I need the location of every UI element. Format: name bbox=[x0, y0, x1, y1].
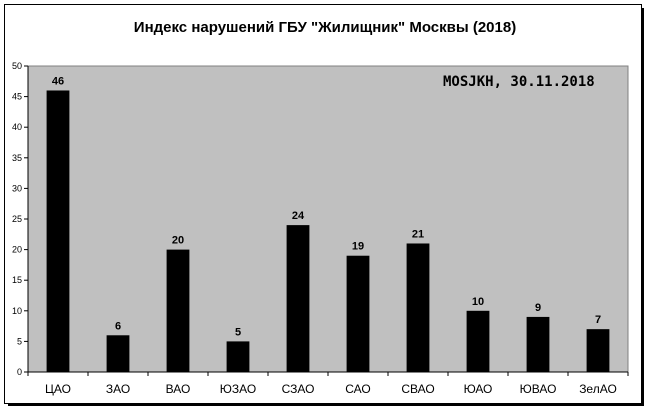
x-tick-label: ЦАО bbox=[45, 382, 71, 396]
y-tick-label: 30 bbox=[12, 183, 22, 193]
bar bbox=[106, 335, 130, 372]
y-tick-label: 45 bbox=[12, 92, 22, 102]
bar bbox=[346, 255, 370, 372]
y-tick-label: 15 bbox=[12, 275, 22, 285]
y-tick-label: 35 bbox=[12, 153, 22, 163]
data-labels: 46 6 20 5 24 19 21 10 9 7 bbox=[52, 75, 601, 338]
data-label: 6 bbox=[115, 320, 121, 332]
chart-annotation: MOSJKH, 30.11.2018 bbox=[443, 74, 595, 90]
y-tick-label: 0 bbox=[17, 367, 22, 377]
y-axis: 0 5 10 15 20 25 30 35 40 45 50 bbox=[12, 61, 29, 377]
bar bbox=[286, 225, 310, 372]
data-label: 20 bbox=[172, 235, 184, 247]
data-label: 21 bbox=[412, 228, 424, 240]
data-label: 9 bbox=[535, 302, 541, 314]
x-tick-label: СЗАО bbox=[282, 382, 315, 396]
data-label: 24 bbox=[292, 210, 305, 222]
x-tick-label: ВАО bbox=[166, 382, 191, 396]
bar bbox=[226, 341, 250, 372]
bar bbox=[46, 90, 70, 372]
y-tick-label: 25 bbox=[12, 214, 22, 224]
x-tick-label: ЮЗАО bbox=[220, 382, 256, 396]
y-tick-label: 5 bbox=[17, 336, 22, 346]
chart-title: Индекс нарушений ГБУ "Жилищник" Москвы (… bbox=[133, 19, 517, 36]
bar bbox=[406, 243, 430, 372]
data-label: 5 bbox=[235, 326, 241, 338]
x-tick-label: СВАО bbox=[401, 382, 434, 396]
data-label: 46 bbox=[52, 75, 64, 87]
bar-series bbox=[46, 90, 610, 372]
x-tick-label: ЗелАО bbox=[579, 382, 617, 396]
bar bbox=[526, 316, 550, 372]
x-tick-label: САО bbox=[345, 382, 370, 396]
data-label: 10 bbox=[472, 296, 484, 308]
y-tick-label: 20 bbox=[12, 245, 22, 255]
y-tick-label: 40 bbox=[12, 122, 22, 132]
bar bbox=[466, 310, 490, 372]
x-tick-label: ЮАО bbox=[464, 382, 493, 396]
x-tick-label: ЗАО bbox=[106, 382, 130, 396]
data-label: 19 bbox=[352, 241, 364, 253]
y-tick-label: 50 bbox=[12, 61, 22, 71]
y-tick-label: 10 bbox=[12, 306, 22, 316]
bar bbox=[166, 249, 190, 372]
x-tick-label: ЮВАО bbox=[520, 382, 557, 396]
bar bbox=[586, 329, 610, 372]
x-axis: ЦАО ЗАО ВАО ЮЗАО СЗАО САО СВАО ЮАО ЮВАО ЗелАО bbox=[27, 371, 629, 396]
data-label: 7 bbox=[595, 314, 601, 326]
